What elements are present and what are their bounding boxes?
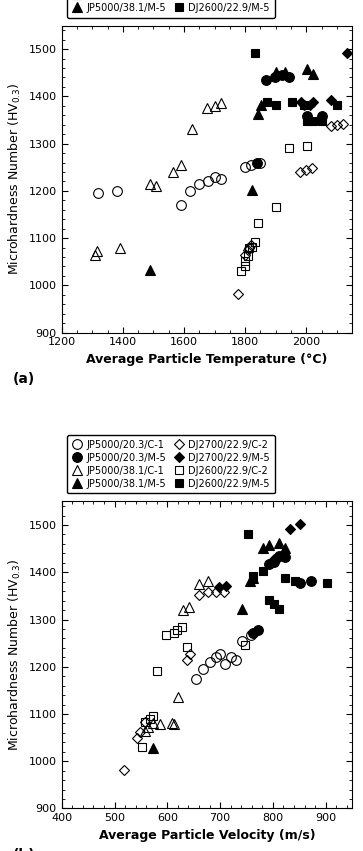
X-axis label: Average Particle Temperature (°C): Average Particle Temperature (°C): [86, 353, 327, 366]
Text: (b): (b): [12, 848, 35, 851]
Legend: JP5000/20.3/C-1, JP5000/20.3/M-5, JP5000/38.1/C-1, JP5000/38.1/M-5, DJ2700/22.9/: JP5000/20.3/C-1, JP5000/20.3/M-5, JP5000…: [66, 0, 275, 18]
Y-axis label: Microhardness Number (HV$_{0.3}$): Microhardness Number (HV$_{0.3}$): [7, 83, 23, 275]
Y-axis label: Microhardness Number (HV$_{0.3}$): Microhardness Number (HV$_{0.3}$): [7, 559, 23, 751]
Text: (a): (a): [12, 373, 34, 386]
Legend: JP5000/20.3/C-1, JP5000/20.3/M-5, JP5000/38.1/C-1, JP5000/38.1/M-5, DJ2700/22.9/: JP5000/20.3/C-1, JP5000/20.3/M-5, JP5000…: [66, 435, 275, 494]
X-axis label: Average Particle Velocity (m/s): Average Particle Velocity (m/s): [99, 829, 315, 842]
